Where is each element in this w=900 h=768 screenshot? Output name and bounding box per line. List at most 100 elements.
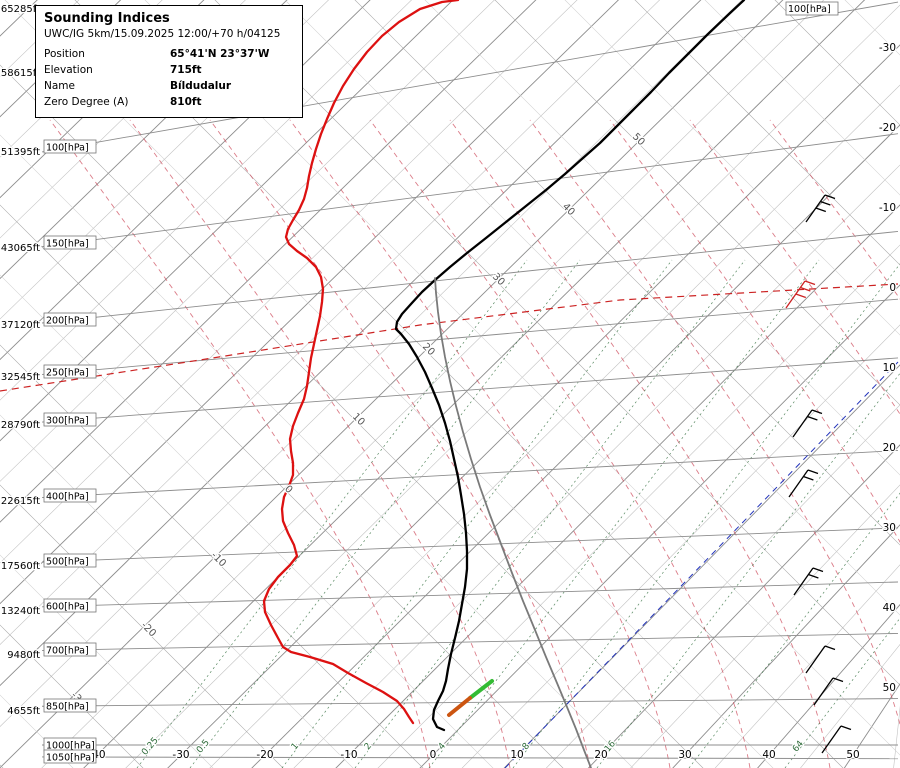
moist-adiabat-line — [49, 119, 431, 768]
pressure-label-box — [43, 312, 97, 327]
temp-axis-right-label: -10 — [879, 202, 896, 214]
mixing-ratio-line — [596, 372, 900, 768]
isobar-line — [41, 632, 899, 652]
pressure-axis-label: 1050[hPa] — [46, 753, 95, 764]
pressure-axis-label: 500[hPa] — [46, 557, 89, 568]
pressure-label-box — [43, 553, 97, 568]
moist-adiabat-line — [529, 119, 900, 727]
moist-adiabat-line — [449, 119, 831, 768]
info-box-subtitle: UWC/IG 5km/15.09.2025 12:00/+70 h/04125 — [44, 28, 281, 40]
pressure-label-box — [43, 488, 97, 503]
sounding-info-box: Sounding Indices UWC/IG 5km/15.09.2025 1… — [35, 5, 303, 118]
temp-axis-bottom-label: 40 — [762, 749, 775, 761]
pressure-axis-label: 200[hPa] — [46, 316, 89, 327]
info-box-title: Sounding Indices — [44, 11, 170, 26]
mixing-ratio-line — [189, 259, 581, 768]
wind-barb-tick — [808, 573, 819, 579]
height-axis-label: 37120ft — [1, 320, 40, 331]
wind-barb-tick — [820, 200, 831, 206]
moist-adiabat-line — [609, 119, 900, 543]
red-dashed-line — [0, 283, 899, 392]
height-axis-label: 51395ft — [1, 147, 40, 158]
isobar-line — [41, 298, 899, 375]
temp-axis-right-label: 50 — [883, 682, 896, 694]
info-row-value: 65°41'N 23°37'W — [170, 48, 270, 60]
wind-barb-tick — [824, 645, 836, 651]
wind-barb-tick — [795, 293, 807, 299]
info-row-elevation: Elevation 715ft — [44, 62, 294, 78]
dry-adiabat-label: 50 — [630, 131, 647, 148]
temperature-curve — [394, 0, 746, 732]
temp-axis-right-label: 0 — [889, 282, 896, 294]
wind-barb-tick — [815, 207, 827, 213]
wind-barb-tick — [832, 677, 844, 683]
mixing-ratio-line — [136, 259, 528, 768]
wind-barb-tick — [803, 475, 814, 481]
wind-barb-tick — [807, 415, 818, 421]
isobar-line — [41, 698, 899, 707]
dry-adiabat-label: 20 — [420, 341, 437, 358]
mixing-ratio-label: 4 — [437, 741, 449, 752]
pressure-label-box — [43, 698, 97, 713]
mixing-ratio-label: 64 — [791, 739, 806, 754]
temp-axis-right-label: 40 — [883, 602, 896, 614]
pressure-axis-label: 300[hPa] — [46, 416, 89, 427]
wind-barb-tick — [807, 469, 819, 475]
wind-barb-staff — [821, 725, 842, 754]
dry-adiabat-label: 10 — [350, 411, 367, 428]
isobar-line — [41, 581, 899, 608]
info-row-value: 715ft — [170, 64, 202, 76]
info-row-position: Position 65°41'N 23°37'W — [44, 46, 294, 62]
pressure-label-box — [43, 749, 97, 764]
mixing-ratio-label: 2 — [363, 741, 374, 752]
isobar-line — [41, 230, 899, 324]
mixing-ratio-line — [688, 492, 900, 768]
wind-barb-staff — [793, 567, 814, 596]
temp-axis-bottom-label: 0 — [430, 749, 437, 761]
pressure-axis-label: 1000[hPa] — [46, 741, 95, 752]
moist-adiabat-line — [129, 119, 511, 768]
info-row-label: Position — [44, 48, 85, 60]
dry-adiabat-label: -10 — [209, 550, 228, 569]
pressure-axis-label: 700[hPa] — [46, 646, 89, 657]
wind-barb-staff — [805, 194, 826, 223]
wind-barb-tick — [824, 194, 836, 200]
moist-adiabat-line — [769, 119, 900, 300]
info-row-label: Name — [44, 80, 75, 92]
pressure-axis-label: 400[hPa] — [46, 492, 89, 503]
dry-adiabat-label: -20 — [139, 620, 158, 639]
wind-barb-tick — [804, 280, 816, 286]
isobar-line — [41, 133, 899, 248]
wind-barb-tick — [800, 286, 811, 292]
temp-axis-right-label: -20 — [879, 122, 896, 134]
height-axis-label: 65285ft — [1, 4, 40, 15]
mixing-ratio-label: 1 — [290, 741, 301, 752]
info-row-value: 810ft — [170, 96, 202, 108]
pressure-axis-label: 100[hPa] — [46, 143, 89, 154]
temp-axis-bottom-label: 30 — [678, 749, 691, 761]
dry-adiabat-line — [0, 135, 900, 768]
temp-axis-right-label: 10 — [883, 362, 896, 374]
height-axis-label: 13240ft — [1, 606, 40, 617]
temp-axis-right-label: -30 — [879, 42, 896, 54]
moist-adiabat-line — [369, 119, 751, 768]
height-axis-label: 32545ft — [1, 372, 40, 383]
isobar-line — [41, 527, 899, 563]
mixing-ratio-line — [281, 259, 673, 768]
